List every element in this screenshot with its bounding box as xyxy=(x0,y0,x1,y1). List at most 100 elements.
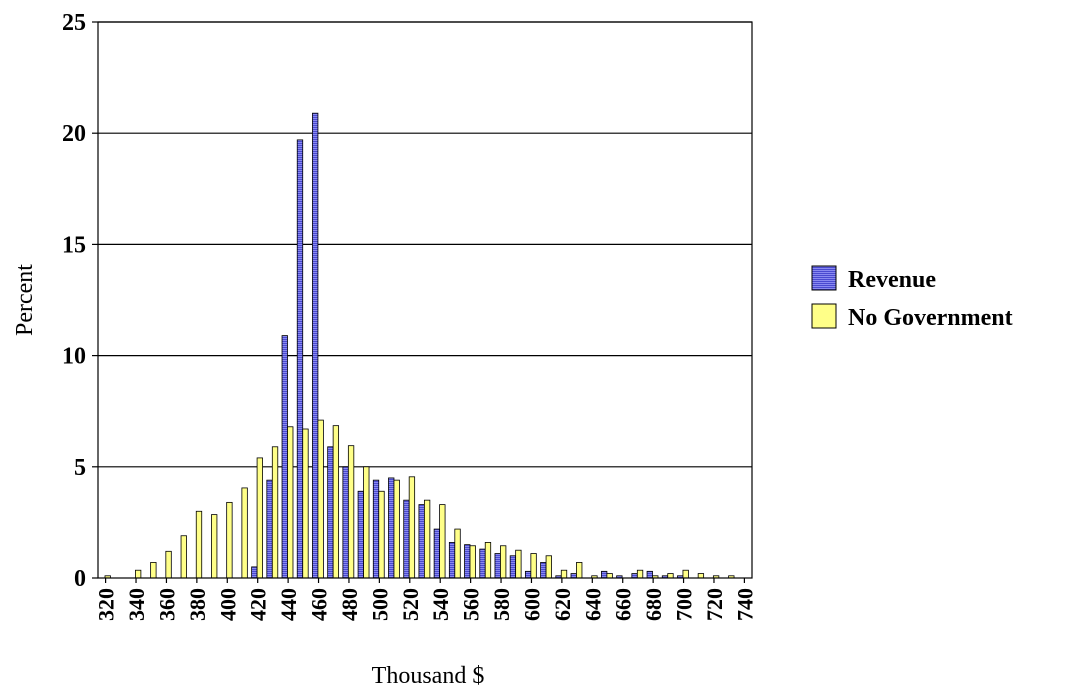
bar-revenue-450 xyxy=(296,139,304,579)
bar-no-government-560 xyxy=(469,545,476,579)
bar-no-government-520 xyxy=(408,476,416,579)
bar-no-government-390 xyxy=(211,514,218,579)
y-tick-label: 15 xyxy=(62,232,86,258)
bars xyxy=(104,112,735,579)
bar-revenue-440 xyxy=(281,335,288,579)
gridlines xyxy=(98,21,752,468)
x-tick-label: 740 xyxy=(732,588,757,621)
y-tick-label: 10 xyxy=(62,344,86,370)
x-tick-label: 660 xyxy=(611,588,636,621)
bar-no-government-410 xyxy=(241,487,248,579)
x-tick-label: 580 xyxy=(489,588,514,621)
bar-no-government-440 xyxy=(287,426,294,579)
bar-no-government-400 xyxy=(226,501,233,579)
x-tick-label: 460 xyxy=(307,588,332,621)
bar-no-government-530 xyxy=(423,499,431,579)
x-tick-label: 340 xyxy=(124,588,149,621)
bar-revenue-650 xyxy=(601,570,608,579)
x-tick-label: 540 xyxy=(428,588,453,621)
bar-no-government-610 xyxy=(545,555,552,579)
bar-no-government-630 xyxy=(576,562,583,579)
bar-revenue-470 xyxy=(327,446,334,579)
bar-no-government-590 xyxy=(515,549,522,579)
bar-no-government-670 xyxy=(636,569,644,579)
bar-no-government-370 xyxy=(180,535,187,579)
bar-revenue-680 xyxy=(646,570,653,579)
x-tick-label: 380 xyxy=(185,588,210,621)
bar-no-government-340 xyxy=(135,569,142,579)
x-tick-label: 720 xyxy=(702,588,727,621)
bar-no-government-430 xyxy=(271,446,279,579)
bar-revenue-460 xyxy=(312,112,319,579)
x-tick-label: 680 xyxy=(641,588,666,621)
axes: 0 5 10 15 20 25 320 340 360 380 400 420 440 460 480 500… xyxy=(62,10,757,621)
bar-no-government-450 xyxy=(302,428,309,579)
y-tick-label: 5 xyxy=(74,455,86,481)
bar-revenue-510 xyxy=(388,477,395,579)
bar-revenue-530 xyxy=(418,504,425,579)
bar-revenue-580 xyxy=(494,553,501,579)
bar-revenue-500 xyxy=(372,479,380,579)
bar-no-government-460 xyxy=(317,419,324,579)
x-tick-label: 560 xyxy=(459,588,484,621)
x-tick-label: 640 xyxy=(580,588,605,621)
bar-no-government-580 xyxy=(500,545,507,579)
x-tick-label: 320 xyxy=(94,588,119,621)
bar-no-government-360 xyxy=(165,550,172,579)
bar-revenue-560 xyxy=(464,544,471,579)
bar-revenue-570 xyxy=(479,548,486,579)
bar-no-government-420 xyxy=(256,457,263,579)
bar-revenue-550 xyxy=(448,542,456,579)
x-tick-label: 600 xyxy=(519,588,544,621)
x-tick-label: 420 xyxy=(246,588,271,621)
bar-revenue-630 xyxy=(570,573,577,579)
y-tick-label: 25 xyxy=(62,10,86,36)
bar-revenue-610 xyxy=(540,562,547,579)
legend-swatch-no-government xyxy=(811,303,837,329)
x-tick-label: 440 xyxy=(276,588,301,621)
bar-no-government-540 xyxy=(439,504,446,579)
bar-revenue-520 xyxy=(403,499,410,579)
bar-no-government-700 xyxy=(682,569,689,579)
legend-label-revenue: Revenue xyxy=(848,267,936,293)
bar-no-government-550 xyxy=(454,528,461,579)
bar-revenue-480 xyxy=(342,466,349,579)
bar-no-government-650 xyxy=(606,573,613,579)
bar-no-government-480 xyxy=(347,445,355,579)
bar-no-government-470 xyxy=(332,425,340,579)
x-tick-label: 480 xyxy=(337,588,362,621)
legend: Revenue No Government xyxy=(811,265,1013,331)
x-tick-label: 700 xyxy=(672,588,697,621)
plot-frame xyxy=(97,21,753,579)
legend-label-no-government: No Government xyxy=(848,305,1013,331)
x-tick-label: 520 xyxy=(398,588,423,621)
bar-revenue-590 xyxy=(509,555,517,579)
y-axis-label: Percent xyxy=(12,264,38,336)
bar-no-government-690 xyxy=(667,573,674,579)
x-tick-label: 620 xyxy=(550,588,575,621)
x-tick-label: 500 xyxy=(367,588,392,621)
bar-no-government-600 xyxy=(530,553,537,579)
bar-no-government-710 xyxy=(697,573,705,579)
bar-no-government-620 xyxy=(560,569,568,579)
bar-no-government-570 xyxy=(484,542,492,579)
x-tick-label: 360 xyxy=(154,588,179,621)
bar-revenue-420 xyxy=(251,566,258,579)
bar-revenue-670 xyxy=(631,573,638,579)
bar-no-government-490 xyxy=(363,466,370,579)
bar-revenue-490 xyxy=(357,490,364,579)
bar-no-government-350 xyxy=(150,562,157,579)
x-tick-label: 400 xyxy=(215,588,240,621)
legend-swatch-revenue xyxy=(811,265,837,291)
y-tick-label: 0 xyxy=(74,566,86,592)
bar-revenue-600 xyxy=(524,570,532,579)
x-axis-label: Thousand $ xyxy=(372,663,485,689)
bar-no-government-380 xyxy=(195,510,203,579)
bar-revenue-540 xyxy=(433,528,441,579)
y-tick-label: 20 xyxy=(62,121,86,147)
bar-no-government-510 xyxy=(393,479,400,579)
bar-revenue-430 xyxy=(266,479,273,579)
bar-no-government-500 xyxy=(378,490,385,579)
